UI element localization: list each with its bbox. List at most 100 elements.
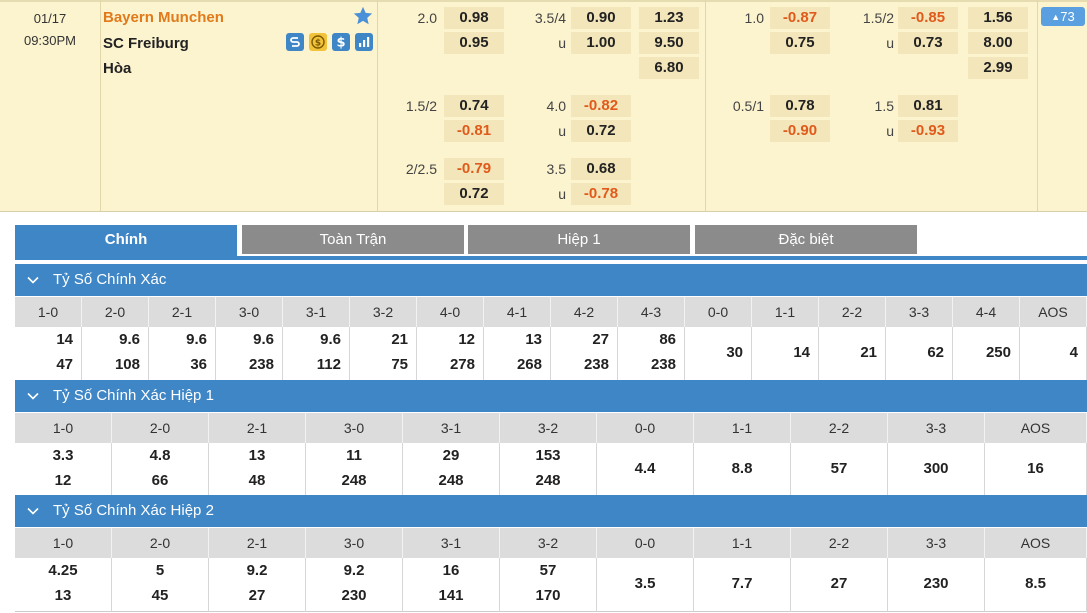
section-header[interactable]: Tỷ Số Chính Xác Hiệp 1 — [15, 380, 1087, 412]
odds-cell[interactable]: 27 — [791, 558, 888, 612]
odds-cell[interactable]: 86 238 — [618, 327, 685, 381]
away-odds: 238 — [650, 356, 676, 373]
odds-cell[interactable]: 7.7 — [694, 558, 791, 612]
odds-cell[interactable]: 4.8 66 — [112, 443, 209, 497]
odds-cell[interactable]: 153 248 — [500, 443, 597, 497]
odds-cell[interactable]: -0.85 — [898, 7, 958, 29]
score-label: 1-1 — [694, 413, 791, 443]
score-label: 3-3 — [886, 297, 953, 327]
tab-chinh[interactable]: Chính — [15, 225, 237, 256]
home-odds: 4.25 — [48, 562, 78, 579]
odds-cell[interactable]: 9.6 36 — [149, 327, 216, 381]
odds-cell[interactable]: 21 75 — [350, 327, 417, 381]
odds-cell[interactable]: 0.78 — [770, 95, 830, 117]
odds-cell[interactable]: 21 — [819, 327, 886, 381]
odds-cell[interactable]: 0.72 — [444, 183, 504, 205]
odds-cell[interactable]: 9.6 238 — [216, 327, 283, 381]
odds-cell[interactable]: 5 45 — [112, 558, 209, 612]
odds-cell[interactable]: 16 — [985, 443, 1087, 497]
divider — [377, 0, 378, 211]
odds-1x2-draw[interactable]: 2.99 — [968, 57, 1028, 79]
odds-cell[interactable]: 0.73 — [898, 32, 958, 54]
coin-icon[interactable]: $ — [309, 33, 327, 51]
home-odds: 9.6 — [253, 331, 274, 348]
draw-odds: 30 — [726, 344, 743, 361]
away-odds: 36 — [190, 356, 207, 373]
odds-cell[interactable]: 0.72 — [571, 120, 631, 142]
odds-cell[interactable]: 9.2 27 — [209, 558, 306, 612]
odds-cell[interactable]: 12 278 — [417, 327, 484, 381]
tab-dac-biet[interactable]: Đặc biệt — [695, 225, 917, 254]
tab-hiep-1[interactable]: Hiệp 1 — [468, 225, 690, 254]
odds-cell[interactable]: 4.25 13 — [15, 558, 112, 612]
odds-cell[interactable]: -0.93 — [898, 120, 958, 142]
odds-1x2-away[interactable]: 9.50 — [639, 32, 699, 54]
odds-cell[interactable]: 29 248 — [403, 443, 500, 497]
odds-cell[interactable]: 14 — [752, 327, 819, 381]
odds-cell[interactable]: -0.82 — [571, 95, 631, 117]
odds-cell[interactable]: 9.6 112 — [283, 327, 350, 381]
home-odds: 27 — [592, 331, 609, 348]
more-odds-button[interactable]: ▲73 — [1041, 7, 1085, 26]
odds-1x2-away[interactable]: 8.00 — [968, 32, 1028, 54]
odds-cell[interactable]: 9.2 230 — [306, 558, 403, 612]
odds-cell[interactable]: 4 — [1020, 327, 1087, 381]
odds-cell[interactable]: 13 268 — [484, 327, 551, 381]
odds-cell[interactable]: 0.90 — [571, 7, 631, 29]
score-label: 1-0 — [15, 528, 112, 558]
odds-cell[interactable]: -0.78 — [571, 183, 631, 205]
section-header[interactable]: Tỷ Số Chính Xác — [15, 264, 1087, 296]
odds-cell[interactable]: 27 238 — [551, 327, 618, 381]
odds-cell[interactable]: 9.6 108 — [82, 327, 149, 381]
odds-cell[interactable]: -0.87 — [770, 7, 830, 29]
away-odds: 268 — [516, 356, 542, 373]
star-icon[interactable] — [352, 5, 374, 27]
s-icon[interactable] — [286, 33, 304, 51]
odds-cell[interactable]: 3.3 12 — [15, 443, 112, 497]
score-label: 2-2 — [819, 297, 886, 327]
odds-cell[interactable]: -0.79 — [444, 158, 504, 180]
score-label: 3-0 — [306, 413, 403, 443]
score-label: 3-1 — [283, 297, 350, 327]
odds-cell[interactable]: 11 248 — [306, 443, 403, 497]
odds-cell[interactable]: 300 — [888, 443, 985, 497]
home-odds: 9.6 — [320, 331, 341, 348]
odds-cell[interactable]: 4.4 — [597, 443, 694, 497]
odds-cell[interactable]: 14 47 — [15, 327, 82, 381]
caret-up-icon: ▲ — [1051, 12, 1061, 22]
odds-cell[interactable]: 16 141 — [403, 558, 500, 612]
odds-cell[interactable]: 0.95 — [444, 32, 504, 54]
odds-cell[interactable]: 62 — [886, 327, 953, 381]
odds-1x2-home[interactable]: 1.56 — [968, 7, 1028, 29]
odds-cell[interactable]: 0.75 — [770, 32, 830, 54]
odds-cell[interactable]: 3.5 — [597, 558, 694, 612]
odds-cell[interactable]: 8.5 — [985, 558, 1087, 612]
odds-cell[interactable]: 0.74 — [444, 95, 504, 117]
odds-cell[interactable]: 8.8 — [694, 443, 791, 497]
odds-cell[interactable]: -0.90 — [770, 120, 830, 142]
odds-1x2-home[interactable]: 1.23 — [639, 7, 699, 29]
section-header[interactable]: Tỷ Số Chính Xác Hiệp 2 — [15, 495, 1087, 527]
away-odds: 248 — [535, 472, 561, 489]
odds-cell[interactable]: 1.00 — [571, 32, 631, 54]
odds-cell[interactable]: 0.98 — [444, 7, 504, 29]
odds-cell[interactable]: 0.81 — [898, 95, 958, 117]
odds-cell[interactable]: 0.68 — [571, 158, 631, 180]
home-team-link[interactable]: Bayern Munchen — [103, 9, 224, 26]
odds-cell[interactable]: -0.81 — [444, 120, 504, 142]
stats-icon[interactable] — [355, 33, 373, 51]
tab-toan-tran[interactable]: Toàn Trận — [242, 225, 464, 254]
odds-cell[interactable]: 57 — [791, 443, 888, 497]
odds-cell[interactable]: 250 — [953, 327, 1020, 381]
draw-odds: 8.5 — [1025, 575, 1046, 592]
odds-cell[interactable]: 57 170 — [500, 558, 597, 612]
odds-1x2-draw[interactable]: 6.80 — [639, 57, 699, 79]
away-odds: 230 — [341, 587, 367, 604]
dollar-icon[interactable]: $ — [332, 33, 350, 51]
odds-cell[interactable]: 230 — [888, 558, 985, 612]
score-label: 1-1 — [694, 528, 791, 558]
score-label: 3-1 — [403, 413, 500, 443]
away-team-link[interactable]: SC Freiburg — [103, 35, 189, 52]
odds-cell[interactable]: 30 — [685, 327, 752, 381]
odds-cell[interactable]: 13 48 — [209, 443, 306, 497]
